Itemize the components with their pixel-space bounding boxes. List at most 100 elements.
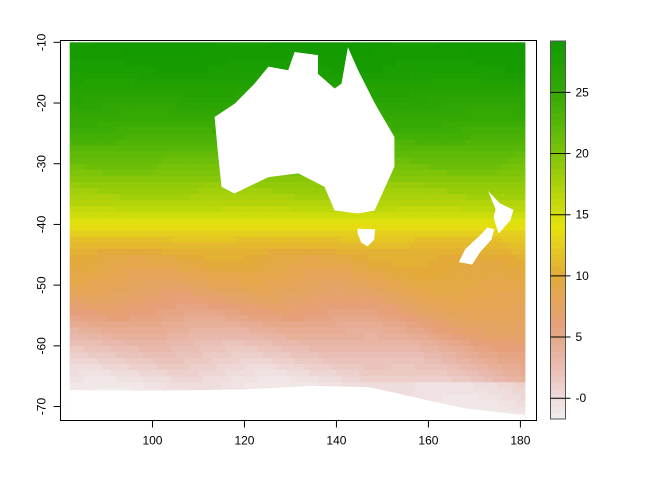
raster-cell — [272, 181, 278, 189]
raster-cell — [382, 333, 388, 341]
raster-cell — [400, 236, 406, 244]
raster-cell — [180, 90, 186, 98]
raster-cell — [97, 115, 103, 122]
raster-cell — [345, 42, 351, 49]
raster-cell — [97, 200, 103, 207]
raster-cell — [207, 169, 213, 177]
raster-cell — [414, 103, 420, 110]
raster-cell — [207, 72, 213, 80]
raster-cell — [216, 218, 222, 225]
raster-cell — [198, 345, 204, 353]
raster-cell — [78, 291, 84, 298]
raster-cell — [451, 151, 457, 159]
raster-cell — [253, 339, 259, 347]
raster-cell — [207, 254, 213, 262]
raster-cell — [115, 54, 121, 61]
raster-cell — [492, 291, 498, 298]
raster-cell — [129, 327, 135, 335]
raster-cell — [423, 133, 429, 140]
raster-cell — [318, 218, 324, 225]
raster-cell — [203, 272, 209, 280]
raster-cell — [249, 242, 255, 250]
raster-cell — [442, 279, 448, 286]
raster-cell — [152, 72, 158, 80]
raster-cell — [267, 303, 273, 310]
raster-cell — [456, 224, 462, 231]
raster-cell — [175, 145, 181, 152]
raster-cell — [258, 242, 264, 250]
raster-cell — [157, 309, 163, 316]
raster-cell — [474, 151, 480, 159]
raster-cell — [327, 297, 333, 304]
raster-cell — [405, 96, 411, 104]
raster-cell — [437, 54, 443, 61]
raster-cell — [285, 345, 291, 353]
raster-cell — [400, 115, 406, 122]
raster-cell — [157, 157, 163, 165]
raster-cell — [410, 309, 416, 316]
raster-cell — [221, 285, 227, 292]
raster-cell — [138, 248, 144, 256]
raster-cell — [170, 230, 176, 237]
raster-cell — [83, 96, 89, 104]
raster-cell — [433, 279, 439, 286]
raster-cell — [488, 42, 494, 49]
raster-cell — [405, 285, 411, 292]
raster-cell — [460, 303, 466, 310]
raster-cell — [203, 339, 209, 347]
raster-cell — [134, 279, 140, 286]
raster-cell — [129, 260, 135, 268]
raster-cell — [152, 339, 158, 347]
raster-cell — [143, 133, 149, 140]
raster-cell — [221, 66, 227, 74]
raster-cell — [506, 145, 512, 152]
raster-cell — [272, 254, 278, 262]
raster-cell — [391, 72, 397, 80]
raster-cell — [433, 236, 439, 244]
raster-cell — [437, 212, 443, 219]
raster-cell — [281, 285, 287, 292]
raster-cell — [295, 206, 301, 213]
raster-cell — [483, 115, 489, 122]
raster-cell — [322, 212, 328, 219]
raster-cell — [207, 309, 213, 316]
raster-cell — [239, 345, 245, 353]
raster-cell — [147, 175, 153, 183]
raster-cell — [391, 339, 397, 347]
raster-cell — [350, 242, 356, 250]
raster-cell — [465, 218, 471, 225]
raster-cell — [502, 54, 508, 61]
raster-cell — [442, 90, 448, 98]
raster-cell — [396, 339, 402, 347]
raster-cell — [474, 333, 480, 341]
raster-cell — [207, 236, 213, 244]
raster-cell — [368, 291, 374, 298]
raster-cell — [515, 333, 521, 341]
raster-cell — [331, 333, 337, 341]
raster-cell — [138, 297, 144, 304]
raster-cell — [502, 260, 508, 268]
raster-cell — [414, 139, 420, 146]
raster-cell — [474, 339, 480, 347]
raster-cell — [474, 103, 480, 110]
raster-cell — [396, 200, 402, 207]
raster-cell — [78, 260, 84, 268]
raster-cell — [433, 285, 439, 292]
raster-cell — [469, 60, 475, 67]
raster-cell — [115, 175, 121, 183]
raster-cell — [377, 109, 383, 116]
raster-cell — [262, 266, 268, 274]
raster-cell — [331, 42, 337, 49]
raster-cell — [157, 163, 163, 171]
raster-cell — [400, 109, 406, 116]
raster-cell — [492, 103, 498, 110]
raster-cell — [382, 96, 388, 104]
raster-cell — [166, 224, 172, 231]
raster-cell — [134, 145, 140, 152]
raster-cell — [134, 321, 140, 329]
raster-cell — [446, 109, 452, 116]
raster-cell — [354, 279, 360, 286]
raster-cell — [101, 327, 107, 335]
raster-cell — [83, 297, 89, 304]
raster-cell — [253, 66, 259, 74]
